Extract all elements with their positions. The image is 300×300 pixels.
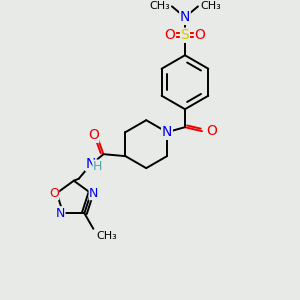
Text: O: O <box>49 187 58 200</box>
Text: H: H <box>93 160 102 173</box>
Text: CH₃: CH₃ <box>200 2 221 11</box>
Text: O: O <box>164 28 175 42</box>
Text: S: S <box>181 28 189 42</box>
Text: N: N <box>162 125 172 139</box>
Text: CH₃: CH₃ <box>149 2 170 11</box>
Text: N: N <box>56 207 65 220</box>
Text: N: N <box>180 10 190 24</box>
Text: O: O <box>88 128 99 142</box>
Text: N: N <box>89 187 99 200</box>
Text: N: N <box>85 157 96 171</box>
Text: N: N <box>162 125 172 139</box>
Text: CH₃: CH₃ <box>96 231 117 241</box>
Text: O: O <box>206 124 217 138</box>
Text: O: O <box>194 28 206 42</box>
